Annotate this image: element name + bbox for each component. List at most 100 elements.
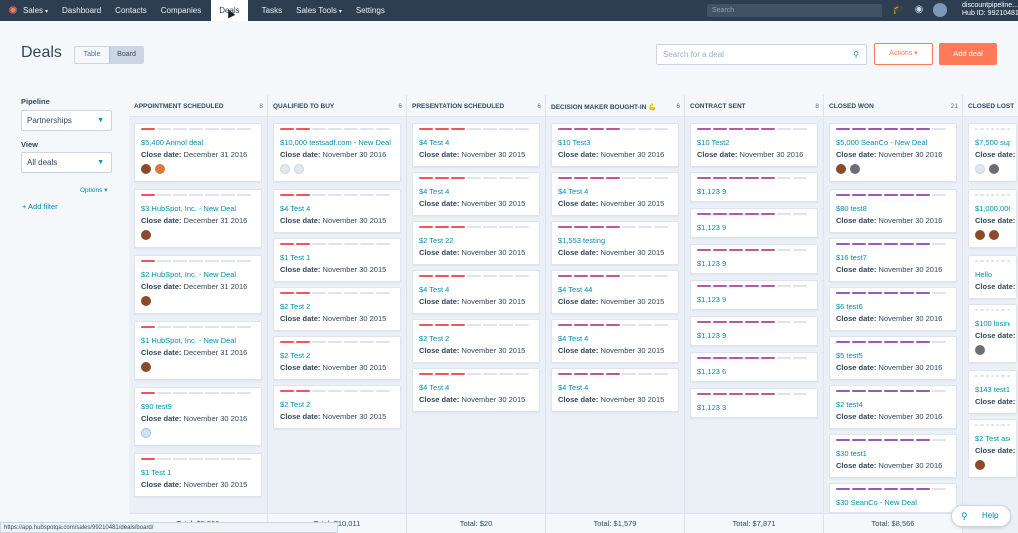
deal-name-link[interactable]: $10,000 testsadf.com - New Deal	[280, 138, 391, 147]
global-search-input[interactable]: Search	[707, 4, 882, 17]
deal-card[interactable]: $1 HubSpot, Inc. - New Deal Close date: D…	[134, 321, 262, 380]
hubspot-logo-icon[interactable]: ✺	[8, 4, 18, 17]
deal-card[interactable]: $4 Test 4 Close date: November 30 2015	[551, 172, 679, 216]
deal-card[interactable]: $1,123 9	[690, 208, 818, 238]
deal-name-link[interactable]: $1 HubSpot, Inc. - New Deal	[141, 336, 237, 345]
deal-name-link[interactable]: $5,000 SeanCo - New Deal	[836, 138, 928, 147]
board-view-button[interactable]: Board	[109, 47, 143, 63]
deal-name-link[interactable]: $10 Test3	[558, 138, 591, 147]
deal-name-link[interactable]: $80 test8	[836, 204, 867, 213]
avatar[interactable]	[989, 230, 999, 240]
avatar[interactable]	[141, 362, 151, 372]
deal-name-link[interactable]: $4 Test 4	[419, 187, 450, 196]
deal-card[interactable]: $1,123 6	[690, 352, 818, 382]
deal-search-input[interactable]: Search for a deal ⚲	[656, 44, 867, 65]
avatar[interactable]	[975, 164, 985, 174]
deal-card[interactable]: $2 Test 2 Close date: November 30 2015	[273, 287, 401, 331]
deal-card[interactable]: $4 Test 4 Close date: November 30 2015	[551, 368, 679, 412]
deal-card[interactable]: $30 SeanCo - New Deal	[829, 483, 957, 513]
deal-name-link[interactable]: $2 Test 22	[419, 236, 454, 245]
deal-name-link[interactable]: $4 Test 4	[280, 204, 311, 213]
deal-card[interactable]: $4 Test 4 Close date: November 30 2015	[412, 172, 540, 216]
account-menu[interactable]: discountpipeline... Hub ID: 99210481	[962, 2, 1018, 18]
deal-name-link[interactable]: $1,123 9	[697, 295, 727, 304]
avatar[interactable]	[850, 164, 860, 174]
deal-name-link[interactable]: $100 losing	[975, 319, 1010, 328]
deal-name-link[interactable]: $2 HubSpot, Inc. - New Deal	[141, 270, 237, 279]
deal-name-link[interactable]: $5 test5	[836, 351, 863, 360]
deal-card[interactable]: $30 test1 Close date: November 30 2016	[829, 434, 957, 478]
deal-card[interactable]: $10 Test2 Close date: November 30 2016	[690, 123, 818, 167]
user-avatar[interactable]	[933, 3, 947, 17]
table-view-button[interactable]: Table	[75, 47, 109, 63]
deal-name-link[interactable]: $5,400 Anmol deal	[141, 138, 204, 147]
avatar[interactable]	[141, 428, 151, 438]
deal-card[interactable]: $2 Test 2 Close date: November 30 2015	[412, 319, 540, 363]
deal-name-link[interactable]: $16 test7	[836, 253, 867, 262]
deal-card[interactable]: $5,000 SeanCo - New Deal Close date: Nove…	[829, 123, 957, 182]
nav-item-dashboard[interactable]: Dashboard	[62, 0, 101, 21]
avatar[interactable]	[141, 230, 151, 240]
deal-card[interactable]: $2 Test 2 Close date: November 30 2015	[273, 336, 401, 380]
deal-name-link[interactable]: $143 test124	[975, 385, 1010, 394]
nav-item-sales[interactable]: Sales ▾	[23, 0, 48, 21]
avatar[interactable]	[141, 164, 151, 174]
deal-name-link[interactable]: $4 Test 4	[558, 383, 589, 392]
deal-card[interactable]: $2 Test 2 Close date: November 30 2015	[273, 385, 401, 429]
deal-card[interactable]: $4 Test 4 Close date: November 30 2015	[551, 319, 679, 363]
avatar[interactable]	[280, 164, 290, 174]
nav-item-contacts[interactable]: Contacts	[115, 0, 147, 21]
add-deal-button[interactable]: Add deal	[939, 43, 997, 65]
deal-name-link[interactable]: $2 Test asdfasdf	[975, 434, 1010, 443]
deal-name-link[interactable]: $4 Test 44	[558, 285, 593, 294]
pipeline-select[interactable]: Partnerships ▼	[21, 110, 112, 131]
deal-card[interactable]: $1 Test 1 Close date: November 30 2015	[134, 453, 262, 497]
deal-card[interactable]: $90 test9 Close date: November 30 2016	[134, 387, 262, 446]
deal-card[interactable]: $80 test8 Close date: November 30 2016	[829, 189, 957, 233]
deal-name-link[interactable]: $4 Test 4	[558, 187, 589, 196]
deal-card[interactable]: $7,500 supreme Close date: De	[968, 123, 1018, 182]
deal-card[interactable]: Hello Close date: No	[968, 255, 1018, 299]
deal-card[interactable]: $1,123 3	[690, 388, 818, 418]
deal-name-link[interactable]: $1,123 9	[697, 331, 727, 340]
deal-card[interactable]: $100 losing Close date: No	[968, 304, 1018, 363]
deal-card[interactable]: $3 HubSpot, Inc. - New Deal Close date: D…	[134, 189, 262, 248]
deal-name-link[interactable]: Hello	[975, 270, 993, 279]
avatar[interactable]	[294, 164, 304, 174]
deal-name-link[interactable]: $4 Test 4	[558, 334, 589, 343]
deal-card[interactable]: $1,123 9	[690, 280, 818, 310]
deal-name-link[interactable]: $2 Test 2	[419, 334, 450, 343]
deal-name-link[interactable]: $2 test4	[836, 400, 863, 409]
deal-card[interactable]: $2 test4 Close date: November 30 2016	[829, 385, 957, 429]
deal-name-link[interactable]: $1,123 9	[697, 187, 727, 196]
deal-card[interactable]: $5,400 Anmol deal Close date: December 31…	[134, 123, 262, 182]
deal-name-link[interactable]: $1,123 9	[697, 223, 727, 232]
deal-name-link[interactable]: $1,123 6	[697, 367, 727, 376]
deal-name-link[interactable]: $2 Test 2	[280, 351, 311, 360]
deal-name-link[interactable]: $4 Test 4	[419, 383, 450, 392]
deal-card[interactable]: $4 Test 4 Close date: November 30 2015	[412, 270, 540, 314]
avatar[interactable]	[975, 460, 985, 470]
deal-name-link[interactable]: $1 Test 1	[280, 253, 311, 262]
add-filter-link[interactable]: + Add filter	[22, 202, 58, 211]
nav-item-companies[interactable]: Companies	[161, 0, 201, 21]
deal-card[interactable]: $1 Test 1 Close date: November 30 2015	[273, 238, 401, 282]
deal-card[interactable]: $16 test7 Close date: November 30 2016	[829, 238, 957, 282]
notifications-icon[interactable]: ◉	[914, 4, 924, 15]
academy-icon[interactable]: 🎓	[892, 4, 905, 15]
deal-card[interactable]: $4 Test 4 Close date: November 30 2015	[412, 123, 540, 167]
deal-card[interactable]: $1,000,000 HubSpot Close date: De	[968, 189, 1018, 248]
deal-name-link[interactable]: $1,553 testing	[558, 236, 606, 245]
deal-name-link[interactable]: $2 Test 2	[280, 302, 311, 311]
deal-card[interactable]: $6 test6 Close date: November 30 2016	[829, 287, 957, 331]
help-button[interactable]: ⚲ Help	[951, 505, 1011, 527]
avatar[interactable]	[975, 230, 985, 240]
nav-item-sales-tools[interactable]: Sales Tools ▾	[296, 0, 342, 21]
deal-name-link[interactable]: $1,000,000 HubSpot	[975, 204, 1010, 213]
deal-name-link[interactable]: $10 Test2	[697, 138, 730, 147]
nav-item-deals[interactable]: Deals	[211, 0, 248, 21]
deal-card[interactable]: $4 Test 4 Close date: November 30 2015	[412, 368, 540, 412]
avatar[interactable]	[989, 164, 999, 174]
deal-name-link[interactable]: $4 Test 4	[419, 138, 450, 147]
avatar[interactable]	[975, 345, 985, 355]
